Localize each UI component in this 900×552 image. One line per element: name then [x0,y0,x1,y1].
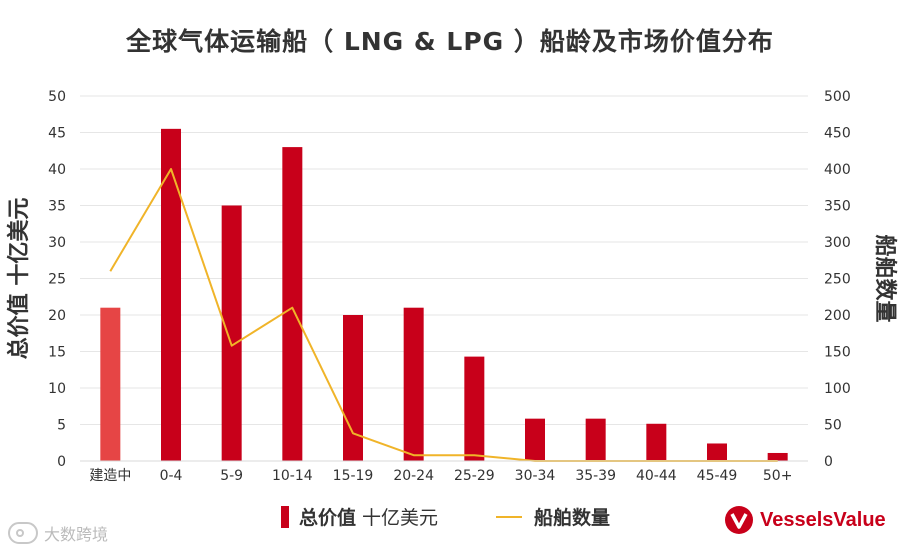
bar [767,452,788,461]
x-tick-label: 25-29 [454,468,495,484]
bar [100,307,121,461]
y-right-tick-label: 400 [824,162,851,178]
bar [585,418,606,461]
legend-bar-swatch [281,505,289,528]
legend-item-value[interactable]: 总价值 十亿美元 [281,503,438,530]
x-tick-label: 45-49 [697,468,738,484]
x-tick-label: 30-34 [515,468,556,484]
y-right-tick-label: 350 [824,199,851,215]
x-tick-label: 15-19 [333,468,374,484]
bar [646,423,667,461]
y-right-tick-label: 250 [824,272,851,288]
y-right-tick-label: 450 [824,126,851,142]
y-right-tick-label: 0 [824,454,833,470]
y-right-tick-label: 100 [824,381,851,397]
bar [221,205,242,461]
legend-bar-label-rest: 十亿美元 [356,507,439,529]
bar [161,128,181,461]
x-tick-label: 40-44 [636,468,677,484]
x-tick-label: 10-14 [272,468,313,484]
axes: 0510152025303540455005010015020025030035… [6,89,898,484]
y-left-axis-title: 总价值 十亿美元 [6,198,32,360]
y-right-tick-label: 200 [824,308,851,324]
y-right-tick-label: 500 [824,89,851,105]
y-left-tick-label: 30 [48,235,66,251]
y-left-tick-label: 35 [48,199,66,215]
bar [525,418,545,461]
y-left-tick-label: 15 [48,345,66,361]
y-left-tick-label: 40 [48,162,66,178]
x-tick-label: 建造中 [89,468,131,484]
x-tick-label: 50+ [763,468,793,484]
bar [464,356,485,461]
y-left-tick-label: 10 [48,381,66,397]
y-right-tick-label: 150 [824,345,851,361]
bar [403,307,424,461]
x-tick-label: 35-39 [575,468,616,484]
legend-line-label: 船舶数量 [534,507,611,529]
vesselsvalue-logo-icon [725,506,753,534]
x-tick-label: 5-9 [220,468,243,484]
y-right-axis-title: 船舶数量 [872,234,898,322]
y-right-tick-label: 50 [824,418,842,434]
bar [282,147,303,461]
brand-logo: VesselsValue [724,503,886,537]
legend: 总价值 十亿美元 船舶数量 [0,503,900,533]
y-left-tick-label: 45 [48,126,66,142]
y-right-tick-label: 300 [824,235,851,251]
watermark: 大数跨境 [8,520,108,546]
y-left-tick-label: 25 [48,272,66,288]
chart-title: 全球气体运输船（ LNG & LPG ）船龄及市场价值分布 [126,27,774,56]
legend-item-count[interactable]: 船舶数量 [496,503,610,530]
legend-line-swatch [496,515,522,518]
x-tick-label: 20-24 [393,468,434,484]
bar-series [100,128,788,461]
legend-bar-label-bold: 总价值 [299,507,357,529]
y-left-tick-label: 0 [57,454,66,470]
bar [707,443,727,461]
y-left-tick-label: 20 [48,308,66,324]
watermark-icon [8,522,38,544]
y-left-tick-label: 50 [48,89,66,105]
bar [343,315,363,461]
grid-lines [80,95,808,425]
x-tick-label: 0-4 [160,468,183,484]
y-left-tick-label: 5 [57,418,66,434]
logo-text: VesselsValue [760,508,886,531]
watermark-text: 大数跨境 [44,525,109,544]
